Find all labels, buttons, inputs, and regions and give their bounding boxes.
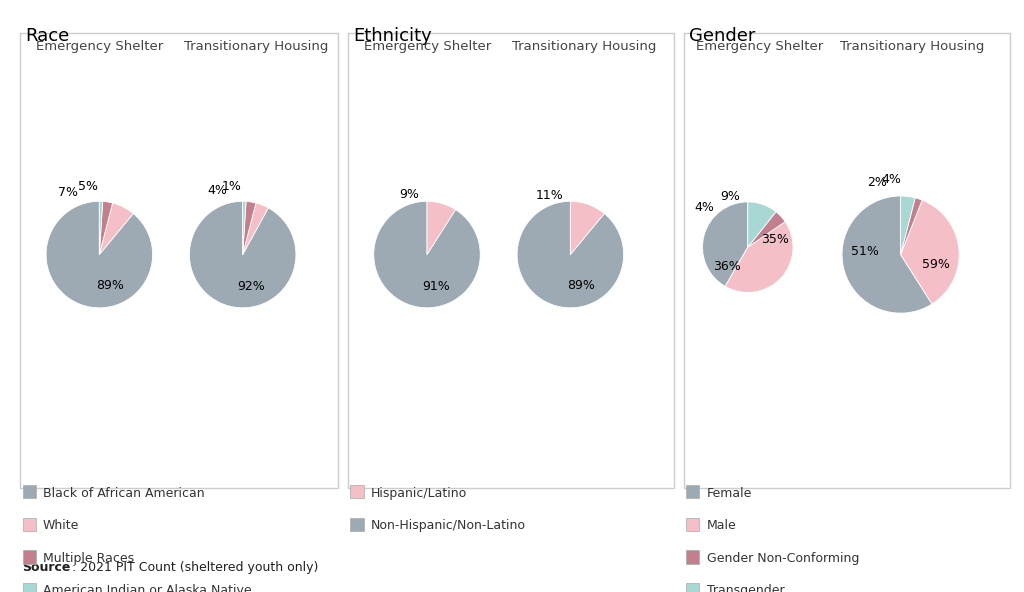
Wedge shape bbox=[725, 221, 793, 292]
Text: 92%: 92% bbox=[237, 280, 265, 293]
Text: 2%: 2% bbox=[867, 176, 887, 189]
Text: Hispanic/Latino: Hispanic/Latino bbox=[371, 487, 467, 500]
Wedge shape bbox=[99, 201, 102, 255]
Wedge shape bbox=[570, 201, 604, 255]
Wedge shape bbox=[842, 196, 932, 313]
Text: Emergency Shelter: Emergency Shelter bbox=[364, 40, 490, 53]
Text: Multiple Races: Multiple Races bbox=[43, 552, 134, 565]
Text: 9%: 9% bbox=[720, 190, 740, 203]
Wedge shape bbox=[189, 201, 296, 308]
Text: American Indian or Alaska Native: American Indian or Alaska Native bbox=[43, 584, 252, 592]
Text: 36%: 36% bbox=[714, 260, 741, 273]
Wedge shape bbox=[243, 203, 268, 255]
Wedge shape bbox=[427, 201, 456, 255]
Text: Black of African American: Black of African American bbox=[43, 487, 205, 500]
Wedge shape bbox=[901, 198, 923, 255]
Text: 89%: 89% bbox=[96, 279, 125, 292]
Wedge shape bbox=[702, 202, 748, 287]
Text: White: White bbox=[43, 519, 80, 532]
Text: 89%: 89% bbox=[567, 279, 596, 292]
Text: Transitionary Housing: Transitionary Housing bbox=[840, 40, 984, 53]
Wedge shape bbox=[901, 196, 915, 255]
Wedge shape bbox=[517, 201, 624, 308]
Wedge shape bbox=[99, 203, 133, 255]
Text: 51%: 51% bbox=[851, 244, 879, 258]
Text: Transgender: Transgender bbox=[707, 584, 784, 592]
Text: 4%: 4% bbox=[881, 172, 901, 185]
Text: Ethnicity: Ethnicity bbox=[353, 27, 432, 44]
Text: 7%: 7% bbox=[58, 186, 78, 200]
Text: 91%: 91% bbox=[422, 280, 451, 293]
Text: 1%: 1% bbox=[222, 180, 242, 192]
Wedge shape bbox=[901, 200, 959, 304]
Wedge shape bbox=[99, 201, 113, 255]
Text: 35%: 35% bbox=[761, 233, 788, 246]
Text: Transitionary Housing: Transitionary Housing bbox=[184, 40, 329, 53]
Wedge shape bbox=[243, 201, 246, 255]
Text: Emergency Shelter: Emergency Shelter bbox=[696, 40, 823, 53]
Text: 9%: 9% bbox=[399, 188, 420, 201]
Text: 4%: 4% bbox=[694, 201, 715, 214]
Wedge shape bbox=[748, 202, 776, 247]
Text: 11%: 11% bbox=[536, 189, 563, 202]
Wedge shape bbox=[46, 201, 153, 308]
Wedge shape bbox=[374, 201, 480, 308]
Text: Race: Race bbox=[26, 27, 70, 44]
Text: 59%: 59% bbox=[922, 258, 949, 271]
Text: Non-Hispanic/Non-Latino: Non-Hispanic/Non-Latino bbox=[371, 519, 525, 532]
Text: 4%: 4% bbox=[207, 184, 227, 197]
Text: Transitionary Housing: Transitionary Housing bbox=[512, 40, 656, 53]
Wedge shape bbox=[243, 201, 256, 255]
Text: Gender Non-Conforming: Gender Non-Conforming bbox=[707, 552, 859, 565]
Text: Male: Male bbox=[707, 519, 736, 532]
Text: Female: Female bbox=[707, 487, 752, 500]
Text: Emergency Shelter: Emergency Shelter bbox=[36, 40, 163, 53]
Text: : 2021 PIT Count (sheltered youth only): : 2021 PIT Count (sheltered youth only) bbox=[72, 561, 318, 574]
Text: 5%: 5% bbox=[79, 180, 98, 192]
Wedge shape bbox=[748, 212, 785, 247]
Text: Source: Source bbox=[23, 561, 71, 574]
Text: Gender: Gender bbox=[689, 27, 756, 44]
